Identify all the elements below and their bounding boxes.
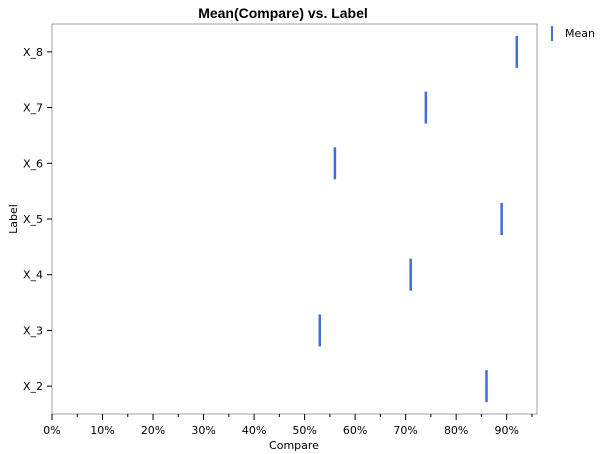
x-tick-label: 50% [292,424,316,437]
y-tick-label: X_3 [23,324,43,337]
y-tick-label: X_6 [23,157,43,170]
y-tick-label: X_7 [23,102,43,115]
y-tick-label: X_4 [23,269,43,282]
y-tick-label: X_5 [23,213,43,226]
y-tick-label: X_8 [23,46,43,59]
legend: Mean [551,26,595,41]
y-tick-label: X_2 [23,380,43,393]
x-tick-label: 60% [343,424,367,437]
x-tick-label: 10% [90,424,114,437]
x-axis-label: Compare [269,439,319,452]
x-tick-label: 70% [393,424,417,437]
x-tick-label: 40% [242,424,266,437]
x-tick-label: 0% [43,424,60,437]
x-tick-label: 80% [444,424,468,437]
x-tick-label: 20% [141,424,165,437]
legend-label: Mean [565,27,595,40]
y-axis: X_2 X_3 X_4 X_5 X_6 X_7 X_8 [23,46,52,393]
plot-frame [51,23,538,415]
chart-title: Mean(Compare) vs. Label [198,5,368,21]
x-axis: 0% 10% 20% 30% 40% 50% 60% 70% 80% 90% [43,414,533,437]
x-tick-label: 30% [191,424,215,437]
y-axis-label: Label [7,204,20,234]
x-tick-label: 90% [494,424,518,437]
data-marks [318,35,519,403]
